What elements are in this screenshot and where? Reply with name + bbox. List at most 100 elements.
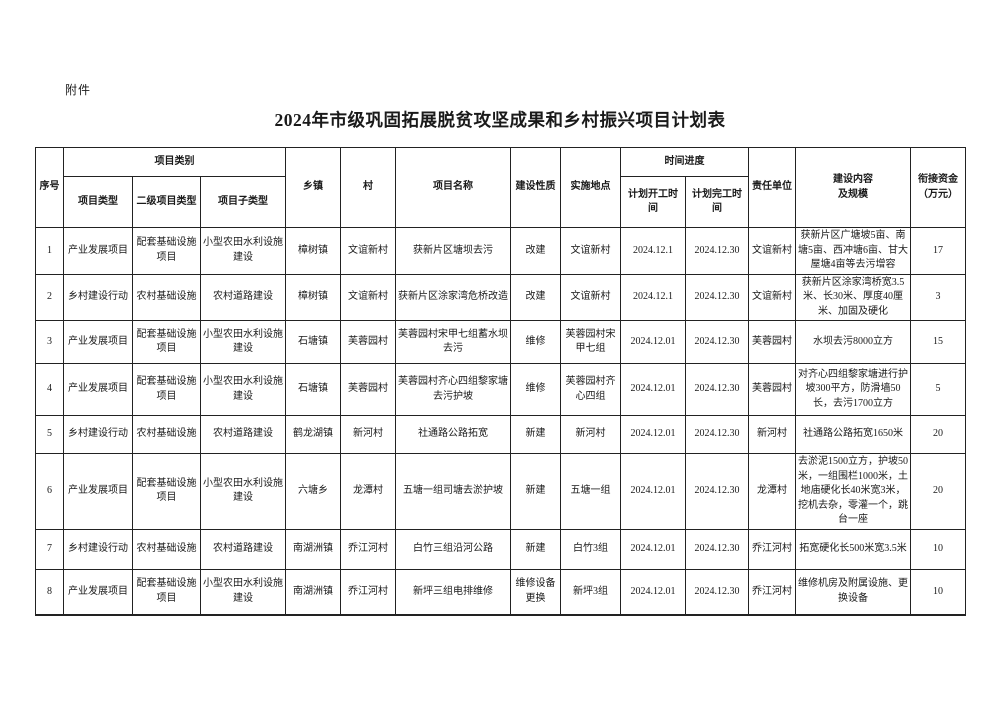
cell-secondary-type: 配套基础设施 项目 (132, 363, 201, 416)
cell-funds: 20 (910, 453, 966, 530)
cell-project-name: 获新片区塘坝去污 (395, 227, 511, 275)
cell-responsible-unit: 芙蓉园村 (748, 320, 796, 364)
cell-responsible-unit: 文谊新村 (748, 227, 796, 275)
cell-construction-nature: 维修 (510, 320, 561, 364)
cell-township: 南湖洲镇 (285, 568, 341, 616)
table-row: 5 乡村建设行动 农村基础设施 农村道路建设 鹤龙湖镇 新河村 社通路公路拓宽 新建 新河村 20… (35, 415, 966, 454)
header-seq: 序号 (35, 147, 64, 228)
cell-funds: 17 (910, 227, 966, 275)
cell-planned-finish: 2024.12.30 (685, 453, 749, 530)
table-row: 7 乡村建设行动 农村基础设施 农村道路建设 南湖洲镇 乔江河村 白竹三组沿河公路 新建 白竹3… (35, 528, 966, 570)
cell-planned-start: 2024.12.1 (620, 273, 686, 321)
header-planned-start: 计划开工时 间 (620, 176, 686, 228)
cell-construction-nature: 维修 (510, 363, 561, 416)
cell-content-scale: 去淤泥1500立方，护坡50米，一组围栏1000米，土地庙硬化长40米宽3米，挖… (795, 453, 911, 530)
cell-seq: 3 (35, 320, 64, 364)
cell-project-type: 乡村建设行动 (63, 528, 133, 570)
header-village: 村 (340, 147, 396, 228)
cell-content-scale: 拓宽硬化长500米宽3.5米 (795, 528, 911, 570)
cell-implementation-site: 新河村 (560, 415, 621, 454)
cell-township: 南湖洲镇 (285, 528, 341, 570)
cell-planned-finish: 2024.12.30 (685, 273, 749, 321)
cell-content-scale: 维修机房及附属设施、更换设备 (795, 568, 911, 616)
cell-project-name: 芙蓉园村宋甲七组蓄水坝 去污 (395, 320, 511, 364)
cell-secondary-type: 配套基础设施 项目 (132, 453, 201, 530)
table-body: 1 产业发展项目 配套基础设施 项目 小型农田水利设施 建设 樟树镇 文谊新村 获新片区塘坝… (35, 227, 966, 616)
header-project-name: 项目名称 (395, 147, 511, 228)
cell-responsible-unit: 新河村 (748, 415, 796, 454)
cell-project-name: 芙蓉园村齐心四组黎家塘 去污护坡 (395, 363, 511, 416)
cell-implementation-site: 芙蓉园村宋 甲七组 (560, 320, 621, 364)
cell-village: 文谊新村 (340, 227, 396, 275)
cell-township: 石塘镇 (285, 320, 341, 364)
cell-village: 乔江河村 (340, 568, 396, 616)
cell-seq: 7 (35, 528, 64, 570)
cell-seq: 6 (35, 453, 64, 530)
header-project-type: 项目类型 (63, 176, 133, 228)
header-content-scale: 建设内容 及规模 (795, 147, 911, 228)
cell-seq: 1 (35, 227, 64, 275)
cell-seq: 4 (35, 363, 64, 416)
cell-seq: 5 (35, 415, 64, 454)
header-secondary-type: 二级项目类型 (132, 176, 201, 228)
cell-planned-finish: 2024.12.30 (685, 363, 749, 416)
cell-sub-type: 农村道路建设 (200, 273, 286, 321)
cell-township: 樟树镇 (285, 273, 341, 321)
table-row: 4 产业发展项目 配套基础设施 项目 小型农田水利设施 建设 石塘镇 芙蓉园村 芙蓉园村齐心… (35, 363, 966, 416)
cell-project-type: 乡村建设行动 (63, 273, 133, 321)
cell-responsible-unit: 文谊新村 (748, 273, 796, 321)
cell-planned-finish: 2024.12.30 (685, 568, 749, 616)
cell-planned-start: 2024.12.01 (620, 453, 686, 530)
cell-planned-finish: 2024.12.30 (685, 528, 749, 570)
cell-content-scale: 获新片区涂家湾桥宽3.5米、长30米、厚度40厘米、加固及硬化 (795, 273, 911, 321)
cell-township: 石塘镇 (285, 363, 341, 416)
cell-project-type: 产业发展项目 (63, 320, 133, 364)
cell-project-name: 白竹三组沿河公路 (395, 528, 511, 570)
cell-planned-start: 2024.12.01 (620, 528, 686, 570)
cell-implementation-site: 白竹3组 (560, 528, 621, 570)
header-row-bottom: 项目类型 二级项目类型 项目子类型 计划开工时 间 计划完工时 间 (36, 176, 966, 228)
cell-funds: 20 (910, 415, 966, 454)
cell-funds: 3 (910, 273, 966, 321)
cell-content-scale: 水坝去污8000立方 (795, 320, 911, 364)
cell-project-name: 获新片区涂家湾危桥改造 (395, 273, 511, 321)
cell-project-type: 产业发展项目 (63, 453, 133, 530)
cell-implementation-site: 文谊新村 (560, 273, 621, 321)
cell-project-name: 社通路公路拓宽 (395, 415, 511, 454)
cell-construction-nature: 维修设备 更换 (510, 568, 561, 616)
cell-secondary-type: 农村基础设施 (132, 415, 201, 454)
table-row: 8 产业发展项目 配套基础设施 项目 小型农田水利设施 建设 南湖洲镇 乔江河村 新坪三组电… (35, 568, 966, 616)
cell-construction-nature: 改建 (510, 227, 561, 275)
table-row: 6 产业发展项目 配套基础设施 项目 小型农田水利设施 建设 六塘乡 龙潭村 五塘一组司塘去… (35, 453, 966, 530)
cell-village: 新河村 (340, 415, 396, 454)
cell-village: 芙蓉园村 (340, 320, 396, 364)
cell-funds: 5 (910, 363, 966, 416)
cell-village: 芙蓉园村 (340, 363, 396, 416)
cell-funds: 10 (910, 528, 966, 570)
cell-village: 文谊新村 (340, 273, 396, 321)
cell-implementation-site: 芙蓉园村齐 心四组 (560, 363, 621, 416)
cell-funds: 15 (910, 320, 966, 364)
cell-construction-nature: 新建 (510, 528, 561, 570)
header-construction-nature: 建设性质 (510, 147, 561, 228)
cell-township: 鹤龙湖镇 (285, 415, 341, 454)
cell-sub-type: 小型农田水利设施 建设 (200, 453, 286, 530)
cell-content-scale: 社通路公路拓宽1650米 (795, 415, 911, 454)
header-row-top: 序号 项目类别 乡镇 村 项目名称 建设性质 实施地点 时间进度 责任单位 建设… (35, 147, 966, 228)
cell-responsible-unit: 乔江河村 (748, 568, 796, 616)
cell-project-name: 五塘一组司塘去淤护坡 (395, 453, 511, 530)
cell-secondary-type: 农村基础设施 (132, 528, 201, 570)
header-funds: 衔接资金 （万元） (910, 147, 966, 228)
cell-secondary-type: 配套基础设施 项目 (132, 320, 201, 364)
cell-secondary-type: 配套基础设施 项目 (132, 227, 201, 275)
cell-planned-finish: 2024.12.30 (685, 320, 749, 364)
cell-construction-nature: 改建 (510, 273, 561, 321)
cell-content-scale: 获新片区广塘坡5亩、南塘5亩、西冲塘6亩、甘大屋塘4亩等去污增容 (795, 227, 911, 275)
cell-planned-start: 2024.12.01 (620, 320, 686, 364)
cell-planned-start: 2024.12.01 (620, 415, 686, 454)
cell-project-name: 新坪三组电排维修 (395, 568, 511, 616)
cell-construction-nature: 新建 (510, 453, 561, 530)
cell-seq: 8 (35, 568, 64, 616)
cell-responsible-unit: 龙潭村 (748, 453, 796, 530)
